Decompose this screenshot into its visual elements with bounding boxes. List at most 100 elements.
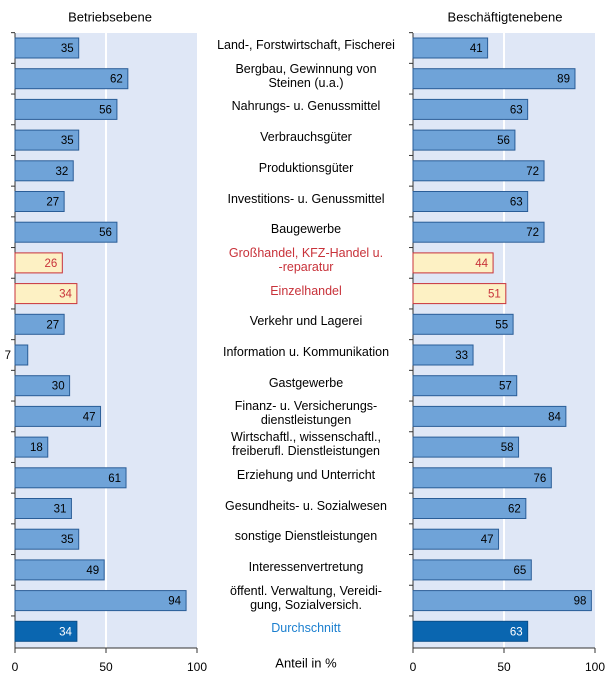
- value-label: 62: [110, 74, 123, 86]
- bar: [412, 313, 514, 335]
- value-label: 49: [86, 565, 99, 577]
- value-label: 62: [508, 504, 521, 516]
- bar: [14, 313, 65, 335]
- value-label: 26: [45, 258, 58, 270]
- category-label: Finanz- u. Versicherungs- dienstleistung…: [234, 399, 378, 428]
- category-label: Bergbau, Gewinnung von Steinen (u.a.): [235, 61, 377, 90]
- bar: [412, 528, 500, 550]
- value-label: 76: [534, 473, 547, 485]
- panel-title: Beschäftigtenebene: [448, 9, 563, 24]
- bar: [14, 252, 63, 274]
- value-label: 72: [526, 227, 539, 239]
- bar: [412, 344, 474, 366]
- bar: [14, 559, 105, 581]
- value-label: 35: [61, 534, 74, 546]
- bar: [14, 436, 49, 458]
- value-label: 63: [510, 626, 523, 638]
- value-label: 57: [499, 381, 512, 393]
- value-label: 56: [99, 104, 112, 116]
- category-label: Investitions- u. Genussmittel: [227, 191, 385, 206]
- bar: [14, 620, 78, 642]
- bar: [14, 344, 29, 366]
- bar: [412, 191, 529, 212]
- category-label: Nahrungs- u. Genussmittel: [231, 99, 381, 114]
- bar: [14, 98, 118, 120]
- bar: [14, 375, 71, 397]
- bar: [412, 37, 489, 59]
- bar: [14, 68, 129, 90]
- value-label: 7: [5, 350, 11, 362]
- value-label: 32: [55, 166, 68, 178]
- value-label: 56: [99, 227, 112, 239]
- bar: [412, 590, 592, 612]
- bar: [412, 283, 507, 305]
- bar: [412, 252, 494, 274]
- value-label: 27: [46, 197, 59, 209]
- category-label: Verkehr und Lagerei: [249, 314, 363, 329]
- category-label: Verbrauchsgüter: [260, 130, 352, 145]
- bar: [412, 375, 518, 397]
- panel-title: Betriebsebene: [68, 9, 152, 24]
- value-label: 33: [455, 350, 468, 362]
- bar: [14, 129, 80, 151]
- value-label: 61: [108, 473, 121, 485]
- category-label: Gastgewerbe: [268, 375, 344, 390]
- x-tick-label: 100: [187, 660, 207, 674]
- x-axis-label: Anteil in %: [275, 655, 337, 670]
- value-label: 35: [61, 135, 74, 147]
- category-label: Gesundheits- u. Sozialwesen: [225, 498, 387, 513]
- bar: [412, 221, 545, 243]
- value-label: 63: [510, 104, 523, 116]
- category-label: Durchschnitt: [271, 621, 341, 636]
- x-tick-label: 0: [12, 660, 19, 674]
- value-label: 94: [168, 596, 181, 608]
- category-label: Baugewerbe: [270, 222, 342, 237]
- category-label: Information u. Kommunikation: [222, 345, 390, 359]
- value-label: 18: [30, 442, 43, 454]
- bar: [14, 498, 72, 519]
- bar: [14, 160, 74, 182]
- category-label: Wirtschaftl., wissenschaftl., freiberufl…: [230, 430, 382, 459]
- value-label: 56: [497, 135, 510, 147]
- bar: [14, 283, 78, 305]
- value-label: 31: [54, 504, 67, 516]
- bar: [14, 37, 80, 59]
- x-tick-label: 50: [497, 660, 511, 674]
- value-label: 58: [501, 442, 514, 454]
- bar: [412, 160, 545, 182]
- x-tick-label: 100: [585, 660, 605, 674]
- value-label: 35: [61, 43, 74, 55]
- bar: [412, 129, 516, 151]
- value-label: 72: [526, 166, 539, 178]
- value-label: 65: [514, 565, 527, 577]
- category-label: Großhandel, KFZ-Handel u. -reparatur: [228, 245, 384, 274]
- value-label: 98: [574, 596, 587, 608]
- bar: [412, 559, 532, 581]
- category-label: Interessenvertretung: [248, 559, 364, 574]
- bar: [412, 436, 520, 458]
- value-label: 47: [83, 411, 96, 423]
- value-label: 34: [59, 626, 72, 638]
- value-label: 51: [488, 289, 501, 301]
- category-label: sonstige Dienstleistungen: [234, 529, 378, 544]
- value-label: 63: [510, 197, 523, 209]
- bar: [412, 467, 552, 489]
- value-label: 44: [475, 258, 488, 270]
- value-label: 41: [470, 43, 483, 55]
- bar: [14, 528, 80, 550]
- category-label: Land-, Forstwirtschaft, Fischerei: [217, 38, 395, 52]
- value-label: 89: [557, 74, 570, 86]
- bar: [412, 405, 567, 427]
- x-tick-label: 0: [410, 660, 417, 674]
- bar: [14, 467, 127, 489]
- value-label: 47: [481, 534, 494, 546]
- value-label: 30: [52, 381, 65, 393]
- bar: [412, 68, 576, 90]
- value-label: 34: [59, 289, 72, 301]
- bar: [14, 221, 118, 243]
- category-label: Einzelhandel: [270, 283, 342, 298]
- value-label: 55: [495, 319, 508, 331]
- bar: [412, 620, 529, 642]
